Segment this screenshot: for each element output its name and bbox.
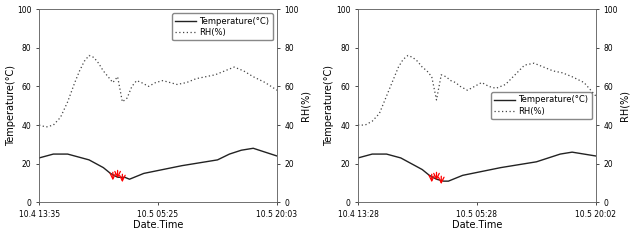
X-axis label: Date.Time: Date.Time [133, 220, 184, 230]
Y-axis label: RH(%): RH(%) [620, 90, 629, 121]
Legend: Temperature(°C), RH(%): Temperature(°C), RH(%) [172, 13, 273, 40]
X-axis label: Date.Time: Date.Time [451, 220, 502, 230]
Y-axis label: Temperature(°C): Temperature(°C) [324, 65, 335, 146]
Legend: Temperature(°C), RH(%): Temperature(°C), RH(%) [491, 92, 592, 119]
Y-axis label: Temperature(°C): Temperature(°C) [6, 65, 15, 146]
Y-axis label: RH(%): RH(%) [300, 90, 311, 121]
